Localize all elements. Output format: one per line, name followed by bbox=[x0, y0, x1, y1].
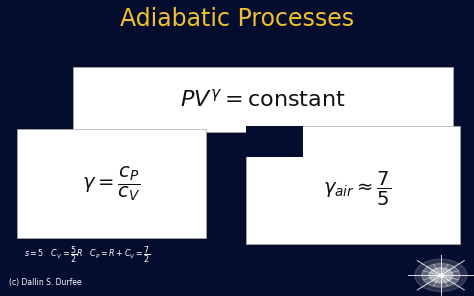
Text: (c) Dallin S. Durfee: (c) Dallin S. Durfee bbox=[9, 278, 82, 287]
Text: $\gamma_{air} \approx \dfrac{7}{5}$: $\gamma_{air} \approx \dfrac{7}{5}$ bbox=[323, 170, 392, 207]
Text: $\gamma = \dfrac{c_P}{c_V}$: $\gamma = \dfrac{c_P}{c_V}$ bbox=[82, 164, 141, 203]
FancyBboxPatch shape bbox=[17, 129, 206, 238]
Text: $PV^{\gamma} = \mathrm{constant}$: $PV^{\gamma} = \mathrm{constant}$ bbox=[180, 88, 346, 110]
FancyBboxPatch shape bbox=[246, 126, 303, 157]
Circle shape bbox=[422, 263, 460, 287]
FancyBboxPatch shape bbox=[73, 67, 453, 132]
Text: Adiabatic Processes: Adiabatic Processes bbox=[120, 7, 354, 31]
Circle shape bbox=[429, 268, 453, 283]
Text: $s = 5 \quad C_V = \dfrac{5}{2}R \quad C_P = R + C_V = \dfrac{7}{2}$: $s = 5 \quad C_V = \dfrac{5}{2}R \quad C… bbox=[24, 244, 151, 265]
Circle shape bbox=[415, 259, 467, 292]
FancyBboxPatch shape bbox=[246, 126, 460, 244]
